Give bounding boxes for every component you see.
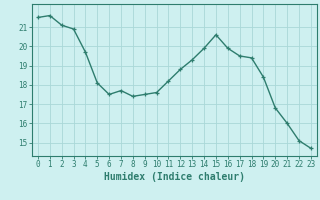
X-axis label: Humidex (Indice chaleur): Humidex (Indice chaleur)	[104, 172, 245, 182]
